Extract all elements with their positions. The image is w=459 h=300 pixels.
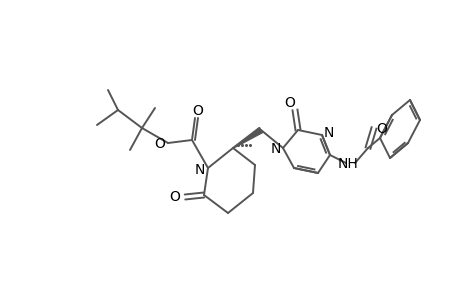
Text: O: O: [192, 104, 203, 118]
Text: O: O: [284, 96, 295, 110]
Text: O: O: [169, 190, 180, 204]
Text: O: O: [154, 137, 165, 151]
Text: O: O: [376, 122, 386, 136]
Text: NH: NH: [337, 157, 358, 171]
Text: N: N: [270, 142, 280, 156]
Polygon shape: [232, 128, 262, 148]
Text: N: N: [323, 126, 333, 140]
Text: N: N: [195, 163, 205, 177]
